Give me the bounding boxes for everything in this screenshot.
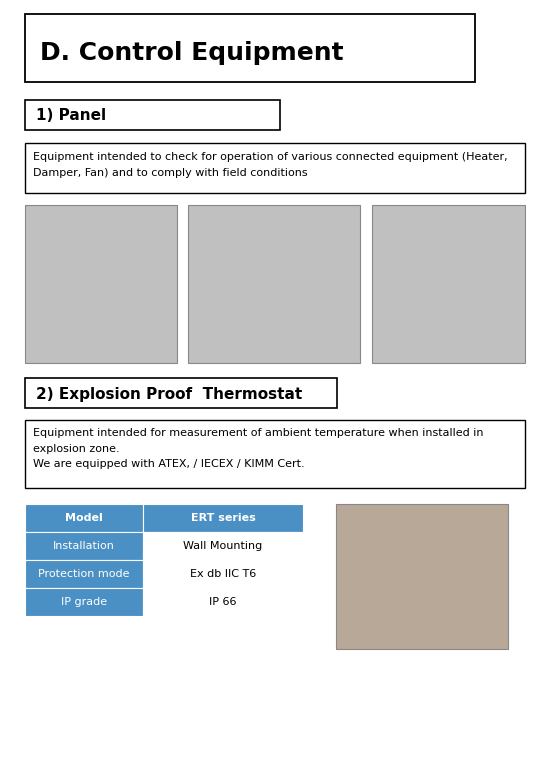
Bar [25,560,143,588]
Text: Ex db IIC T6: Ex db IIC T6 [190,569,256,579]
Bar [25,143,525,193]
Bar [25,504,143,532]
Text: Equipment intended to check for operation of various connected equipment (Heater: Equipment intended to check for operatio… [33,152,508,178]
Text: ERT series: ERT series [191,513,255,523]
Bar [143,560,303,588]
Bar [25,420,525,488]
Text: IP grade: IP grade [61,597,107,607]
Bar [25,588,143,616]
Bar [143,504,303,532]
Text: Protection mode: Protection mode [38,569,130,579]
Text: 2) Explosion Proof  Thermostat: 2) Explosion Proof Thermostat [36,387,302,402]
Bar [25,205,177,363]
Text: Wall Mounting: Wall Mounting [184,541,262,551]
Text: D. Control Equipment: D. Control Equipment [40,41,343,65]
Text: Installation: Installation [53,541,115,551]
Bar [372,205,525,363]
Bar [143,588,303,616]
Bar [25,14,475,82]
Text: IP 66: IP 66 [210,597,237,607]
Text: Model: Model [65,513,103,523]
Bar [336,504,508,649]
Bar [25,532,143,560]
Bar [188,205,360,363]
Text: 1) Panel: 1) Panel [36,108,106,123]
Text: Equipment intended for measurement of ambient temperature when installed in
expl: Equipment intended for measurement of am… [33,428,483,470]
Bar [143,532,303,560]
Bar [25,378,337,408]
Bar [25,100,280,130]
